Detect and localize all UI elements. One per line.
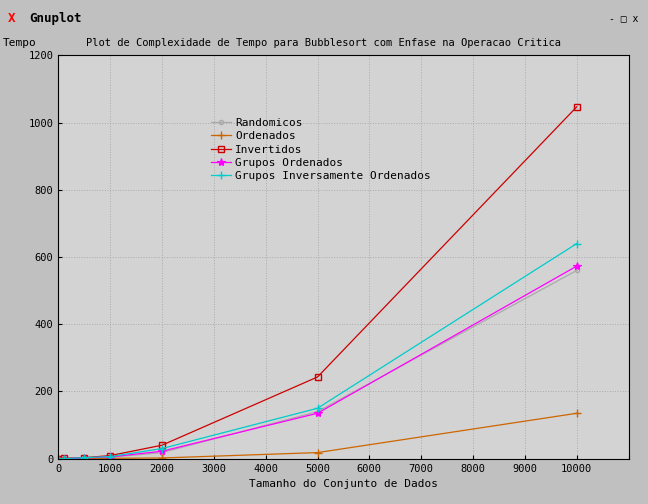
Text: Gnuplot: Gnuplot bbox=[29, 12, 82, 25]
Text: Plot de Complexidade de Tempo para Bubblesort com Enfase na Operacao Critica: Plot de Complexidade de Tempo para Bubbl… bbox=[86, 38, 562, 48]
Legend: Randomicos, Ordenados, Invertidos, Grupos Ordenados, Grupos Inversamente Ordenad: Randomicos, Ordenados, Invertidos, Grupo… bbox=[207, 113, 435, 185]
X-axis label: Tamanho do Conjunto de Dados: Tamanho do Conjunto de Dados bbox=[249, 479, 438, 489]
Text: X: X bbox=[8, 12, 16, 25]
Text: Tempo: Tempo bbox=[3, 38, 37, 48]
Text: - □ x: - □ x bbox=[609, 13, 638, 23]
